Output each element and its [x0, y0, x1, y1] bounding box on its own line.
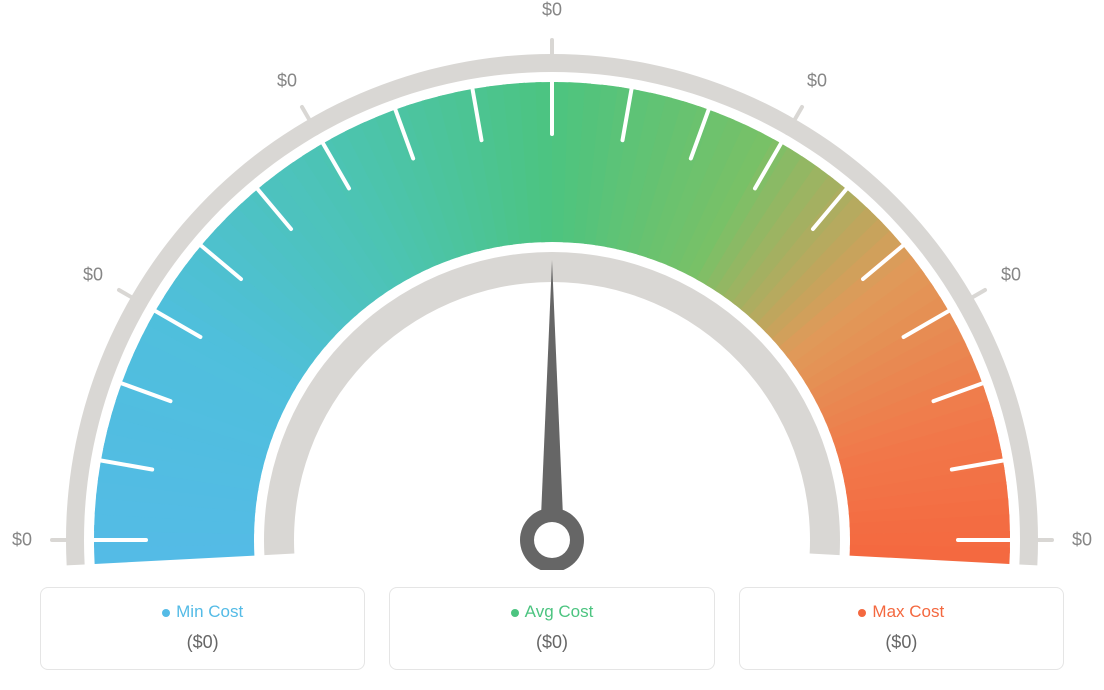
- gauge-tick-label: $0: [277, 71, 297, 92]
- gauge-tick-label: $0: [12, 530, 32, 551]
- legend-dot-icon: [162, 609, 170, 617]
- legend-label: Max Cost: [872, 602, 944, 621]
- gauge-tick-label: $0: [83, 265, 103, 286]
- gauge-tick-label: $0: [1001, 265, 1021, 286]
- gauge-needle: [520, 260, 584, 570]
- legend-value: ($0): [41, 632, 364, 653]
- legend-dot-icon: [858, 609, 866, 617]
- legend-value: ($0): [390, 632, 713, 653]
- legend-label: Min Cost: [176, 602, 243, 621]
- gauge-tick-label: $0: [807, 71, 827, 92]
- gauge-svg: [0, 10, 1104, 570]
- legend-label: Avg Cost: [525, 602, 594, 621]
- gauge-tick-label: $0: [1072, 530, 1092, 551]
- gauge-area: $0 $0 $0 $0 $0 $0 $0: [0, 0, 1104, 560]
- gauge-tick-label: $0: [542, 0, 562, 21]
- legend-title: Max Cost: [740, 602, 1063, 622]
- legend-value: ($0): [740, 632, 1063, 653]
- legend-title: Avg Cost: [390, 602, 713, 622]
- legend-card-max-cost: Max Cost ($0): [739, 587, 1064, 670]
- legend-dot-icon: [511, 609, 519, 617]
- legend-title: Min Cost: [41, 602, 364, 622]
- legend-row: Min Cost ($0) Avg Cost ($0) Max Cost ($0): [40, 587, 1064, 670]
- legend-card-avg-cost: Avg Cost ($0): [389, 587, 714, 670]
- gauge-cost-widget: $0$0$0$0$0$0$0 Min Cost($0)Avg Cost($0)M…: [0, 0, 1104, 690]
- legend-card-min-cost: Min Cost ($0): [40, 587, 365, 670]
